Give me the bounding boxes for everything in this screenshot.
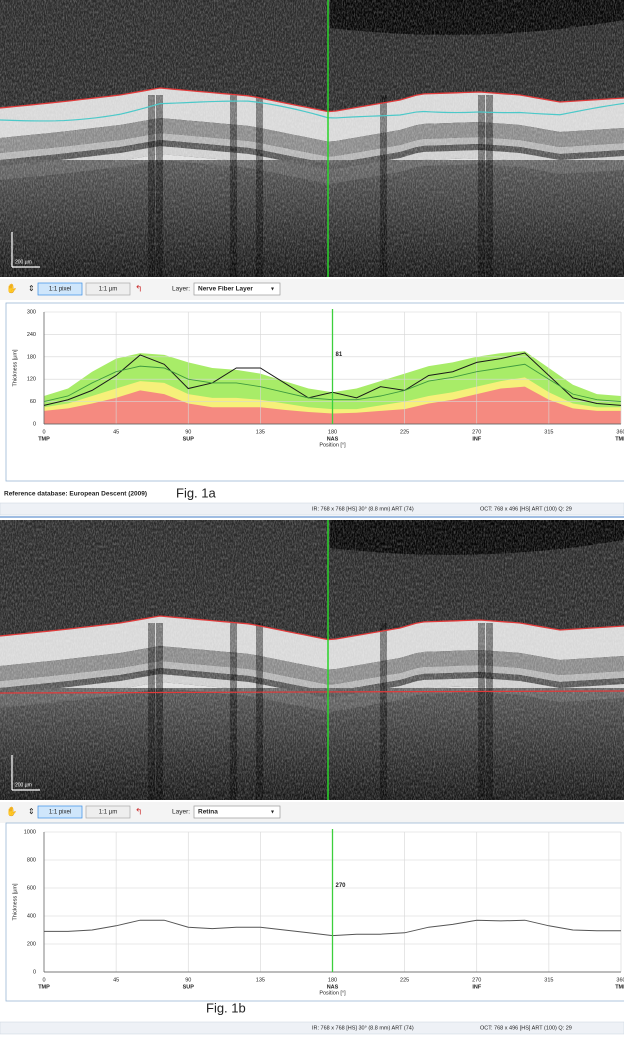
x-tick-label: 315 xyxy=(544,977,553,983)
toolbar-button-label: 1:1 pixel xyxy=(49,810,71,816)
status-bar xyxy=(0,502,624,516)
region-label: TMP xyxy=(615,436,624,442)
marker-value: 270 xyxy=(336,883,347,889)
x-tick-label: 45 xyxy=(113,977,119,983)
x-tick-label: 270 xyxy=(472,977,481,983)
fit-icon: ⇕ xyxy=(28,807,35,816)
status-ir: IR: 768 x 768 [HS] 30° (8.8 mm) ART (74) xyxy=(312,506,414,512)
toolbar-button[interactable] xyxy=(37,805,83,819)
toolbar-button[interactable] xyxy=(85,282,131,296)
x-tick-label: 0 xyxy=(42,429,45,435)
region-label: TMP xyxy=(615,984,624,990)
layer-dropdown[interactable] xyxy=(193,282,281,296)
ilm-boundary xyxy=(0,615,624,641)
hand-icon: ✋ xyxy=(6,282,17,293)
y-tick-label: 0 xyxy=(33,421,36,427)
region-label: SUP xyxy=(183,436,195,442)
y-tick-label: 200 xyxy=(27,941,36,947)
reference-database: Reference database: European Descent (20… xyxy=(4,491,147,498)
x-tick-label: 90 xyxy=(185,429,191,435)
y-tick-label: 300 xyxy=(27,309,36,315)
toolbar xyxy=(0,279,624,300)
region-label: TMP xyxy=(38,984,50,990)
status-ir: IR: 768 x 768 [HS] 30° (8.8 mm) ART (74) xyxy=(312,1025,414,1031)
x-tick-label: 225 xyxy=(400,977,409,983)
y-tick-label: 240 xyxy=(27,332,36,338)
marker-tool-icon: ↰ xyxy=(135,806,143,816)
x-tick-label: 45 xyxy=(113,429,119,435)
scale-label: 200 µm xyxy=(15,782,32,788)
hand-icon: ✋ xyxy=(6,805,17,816)
region-label: INF xyxy=(472,984,482,990)
y-tick-label: 800 xyxy=(27,857,36,863)
ilm-boundary xyxy=(0,87,624,113)
x-tick-label: 270 xyxy=(472,429,481,435)
toolbar-button[interactable] xyxy=(85,805,131,819)
status-oct: OCT: 768 x 496 [HS] ART (100) Q: 29 xyxy=(480,506,572,512)
toolbar xyxy=(0,802,624,823)
region-label: NAS xyxy=(327,984,339,990)
toolbar-button-label: 1:1 µm xyxy=(99,810,117,816)
x-axis-label: Position [°] xyxy=(319,442,346,448)
x-tick-label: 135 xyxy=(256,429,265,435)
dropdown-arrow: ▾ xyxy=(271,810,274,816)
rnfl-boundary xyxy=(0,100,624,122)
speckle xyxy=(0,520,624,800)
y-axis-label: Thickness [µm] xyxy=(12,883,18,921)
region-label: TMP xyxy=(38,436,50,442)
y-tick-label: 60 xyxy=(30,399,36,405)
toolbar-button-label: 1:1 pixel xyxy=(49,287,71,293)
fit-icon: ⇕ xyxy=(28,284,35,293)
layer-label: Layer: xyxy=(172,286,190,293)
region-label: SUP xyxy=(183,984,195,990)
y-axis-label: Thickness [µm] xyxy=(12,349,18,387)
region-label: INF xyxy=(472,436,482,442)
figure-label: Fig. 1a xyxy=(176,485,217,500)
scale-label: 200 µm xyxy=(15,259,32,265)
x-tick-label: 0 xyxy=(42,977,45,983)
layer-dropdown[interactable] xyxy=(193,805,281,819)
x-tick-label: 225 xyxy=(400,429,409,435)
y-tick-label: 0 xyxy=(33,969,36,975)
y-tick-label: 1000 xyxy=(24,829,36,835)
figure-label: Fig. 1b xyxy=(206,1000,246,1015)
y-tick-label: 400 xyxy=(27,913,36,919)
marker-tool-icon: ↰ xyxy=(135,283,143,293)
y-tick-label: 600 xyxy=(27,885,36,891)
chart-frame xyxy=(5,822,624,1002)
layer-value: Nerve Fiber Layer xyxy=(198,286,253,293)
x-tick-label: 360 xyxy=(616,429,624,435)
x-tick-label: 315 xyxy=(544,429,553,435)
dropdown-arrow: ▾ xyxy=(271,287,274,293)
toolbar-button-label: 1:1 µm xyxy=(99,287,117,293)
x-tick-label: 90 xyxy=(185,977,191,983)
x-tick-label: 180 xyxy=(328,429,337,435)
speckle xyxy=(0,0,624,277)
x-tick-label: 180 xyxy=(328,977,337,983)
region-label: NAS xyxy=(327,436,339,442)
marker-value: 81 xyxy=(336,352,343,358)
bm-boundary xyxy=(0,690,624,694)
x-axis-label: Position [°] xyxy=(319,990,346,996)
status-bar xyxy=(0,1021,624,1035)
status-oct: OCT: 768 x 496 [HS] ART (100) Q: 29 xyxy=(480,1025,572,1031)
layer-value: Retina xyxy=(198,809,218,816)
layer-label: Layer: xyxy=(172,809,190,816)
y-tick-label: 180 xyxy=(27,354,36,360)
x-tick-label: 360 xyxy=(616,977,624,983)
y-tick-label: 120 xyxy=(27,377,36,383)
x-tick-label: 135 xyxy=(256,977,265,983)
toolbar-button[interactable] xyxy=(37,282,83,296)
